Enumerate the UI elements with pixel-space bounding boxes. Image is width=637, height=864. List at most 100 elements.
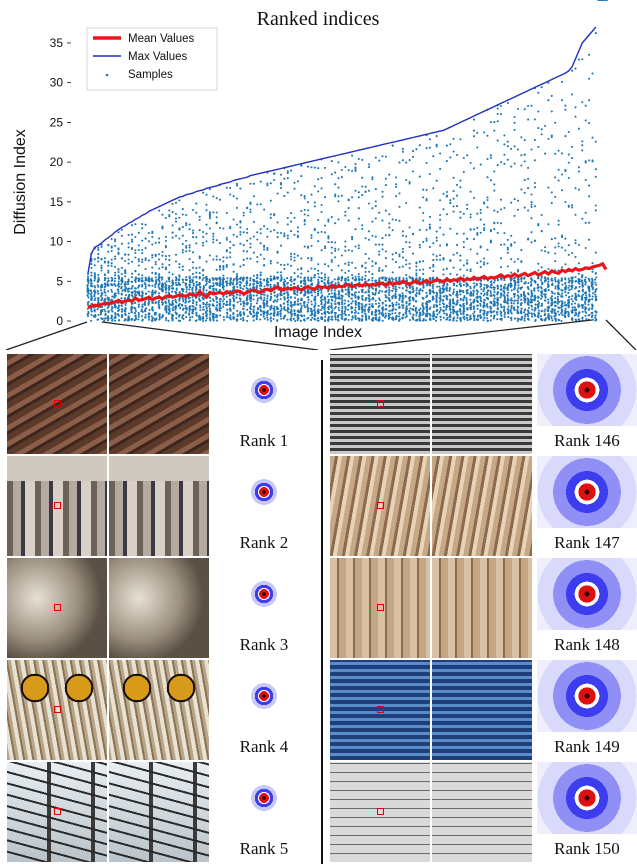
- sample-point: [276, 311, 279, 314]
- sample-point: [222, 302, 225, 305]
- sample-point: [252, 195, 255, 198]
- sample-point: [229, 278, 232, 281]
- sample-point: [259, 232, 262, 235]
- sample-point: [199, 316, 202, 319]
- sample-point: [493, 189, 496, 192]
- sample-point: [323, 278, 326, 281]
- sample-point: [540, 287, 543, 290]
- sample-point: [168, 263, 171, 266]
- sample-point: [154, 273, 157, 276]
- sample-point: [536, 284, 539, 287]
- sample-point: [422, 240, 425, 243]
- sample-point: [506, 308, 509, 311]
- sample-point: [263, 293, 266, 296]
- sample-point: [533, 138, 536, 141]
- sample-point: [283, 232, 286, 235]
- sample-point: [300, 267, 303, 270]
- sample-point: [293, 278, 296, 281]
- sample-point: [354, 306, 357, 309]
- sample-point: [87, 300, 90, 303]
- sample-point: [317, 292, 320, 295]
- sample-point: [499, 310, 502, 313]
- sample-point: [547, 278, 550, 281]
- sample-point: [283, 195, 286, 198]
- sample-point: [269, 299, 272, 302]
- sample-point: [137, 248, 140, 251]
- sample-point: [510, 201, 513, 204]
- sample-point: [174, 300, 177, 303]
- sample-point: [391, 258, 394, 261]
- sample-point: [448, 305, 451, 308]
- sample-point: [255, 294, 258, 297]
- sample-point: [361, 227, 364, 231]
- sample-point: [208, 285, 211, 288]
- sample-point: [340, 301, 343, 304]
- sample-point: [279, 297, 282, 301]
- sample-point: [540, 318, 544, 322]
- sample-point: [208, 213, 211, 216]
- sample-point: [560, 300, 563, 303]
- sample-point: [174, 234, 178, 237]
- sample-point: [442, 257, 445, 260]
- sample-point: [486, 196, 489, 199]
- sample-point: [466, 237, 469, 240]
- sample-point: [204, 319, 207, 322]
- sample-point: [198, 277, 201, 280]
- sample-point: [428, 317, 431, 321]
- sample-point: [280, 276, 283, 279]
- sample-point: [225, 236, 228, 239]
- sample-point: [205, 276, 208, 280]
- sample-point: [506, 286, 509, 289]
- sample-point: [405, 289, 408, 292]
- sample-point: [242, 277, 245, 281]
- sample-point: [425, 306, 428, 309]
- sample-point: [178, 303, 181, 306]
- sample-point: [191, 266, 195, 269]
- sample-point: [110, 249, 113, 253]
- sample-point: [218, 305, 221, 308]
- sample-point: [177, 281, 180, 284]
- sample-point: [405, 263, 408, 266]
- sample-point: [509, 279, 512, 282]
- sample-point: [340, 276, 343, 279]
- sample-point: [266, 297, 269, 300]
- sample-point: [317, 178, 320, 181]
- sample-point: [492, 315, 496, 318]
- sample-point: [195, 211, 198, 214]
- sample-point: [465, 297, 468, 300]
- sample-point: [459, 285, 462, 288]
- sample-point: [174, 305, 177, 308]
- sample-point: [401, 294, 404, 298]
- sample-point: [482, 319, 485, 322]
- sample-point: [452, 190, 455, 193]
- sample-point: [205, 223, 208, 226]
- sample-point: [199, 309, 202, 312]
- sample-point: [130, 280, 133, 283]
- sample-point: [106, 296, 109, 299]
- sample-point: [243, 285, 246, 288]
- sample-point: [523, 206, 526, 209]
- sample-point: [141, 303, 144, 306]
- sample-point: [290, 264, 293, 267]
- sample-point: [279, 263, 283, 266]
- sample-point: [516, 294, 519, 297]
- sample-point: [394, 318, 397, 321]
- sample-point: [259, 318, 262, 321]
- sample-point: [556, 295, 559, 298]
- sample-point: [93, 272, 96, 275]
- sample-point: [229, 246, 232, 249]
- sample-point: [364, 252, 367, 255]
- sample-point: [391, 302, 394, 305]
- sample-point: [151, 243, 154, 246]
- sample-point: [265, 283, 269, 286]
- sample-point: [97, 276, 100, 279]
- sample-point: [503, 287, 506, 290]
- sample-point: [361, 194, 364, 197]
- sample-point: [320, 295, 323, 298]
- sample-point: [283, 282, 286, 285]
- sample-point: [466, 314, 469, 317]
- sample-point: [556, 302, 559, 305]
- sample-point: [469, 190, 472, 193]
- sample-point: [155, 280, 158, 283]
- sample-point: [269, 230, 272, 233]
